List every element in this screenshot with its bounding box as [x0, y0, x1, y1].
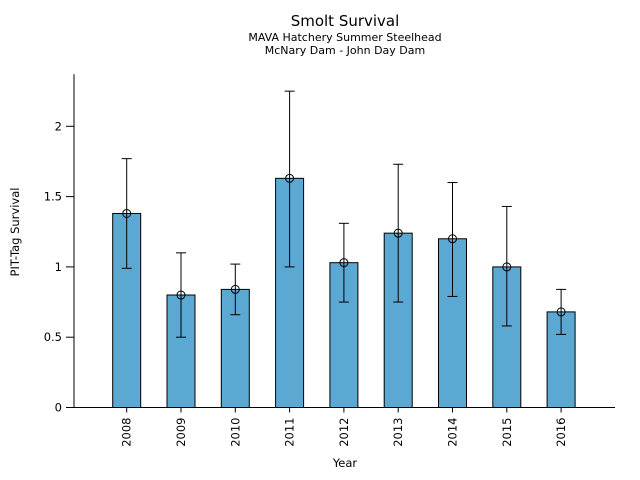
x-axis-label: Year — [332, 456, 358, 470]
open-circle-marker-2013 — [393, 228, 403, 238]
y-axis-label: PIT-Tag Survival — [8, 187, 22, 277]
y-tick-label: 1.5 — [44, 190, 62, 204]
x-tick-label-2016: 2016 — [554, 418, 568, 447]
chart-subtitle-line2: McNary Dam - John Day Dam — [264, 44, 426, 57]
y-tick-label: 0 — [55, 401, 62, 415]
open-circle-marker-2011 — [285, 173, 295, 183]
y-tick-label: 0.5 — [44, 330, 62, 344]
bar-2016 — [546, 311, 576, 408]
x-tick-label-2014: 2014 — [446, 418, 460, 447]
x-tick-label-2010: 2010 — [228, 418, 242, 447]
x-tick-label-2015: 2015 — [500, 418, 514, 447]
chart-subtitle-line1: MAVA Hatchery Summer Steelhead — [248, 31, 442, 44]
open-circle-marker-2012 — [339, 258, 349, 268]
x-tick-label-2011: 2011 — [283, 418, 297, 447]
open-circle-marker-2010 — [230, 284, 240, 294]
x-tick-label-2009: 2009 — [174, 418, 188, 447]
y-tick-label: 1 — [55, 260, 62, 274]
open-circle-marker-2015 — [502, 262, 512, 272]
x-tick-label-2012: 2012 — [337, 418, 351, 447]
x-tick-label-2008: 2008 — [120, 418, 134, 447]
x-tick-label-2013: 2013 — [391, 418, 405, 447]
open-circle-marker-2014 — [448, 234, 457, 244]
open-circle-marker-2009 — [176, 290, 186, 300]
chart-title: Smolt Survival — [290, 12, 400, 30]
open-circle-marker-2016 — [556, 307, 566, 317]
y-tick-label: 2 — [55, 119, 62, 133]
open-circle-marker-2008 — [122, 208, 132, 218]
